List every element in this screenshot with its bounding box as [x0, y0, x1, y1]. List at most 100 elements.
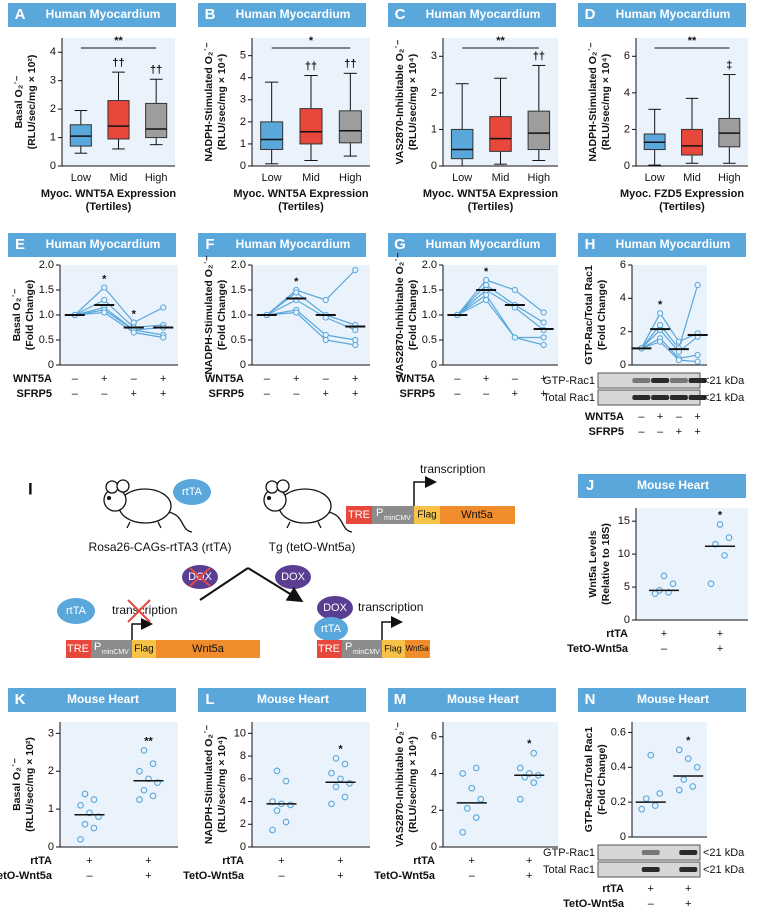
box: [489, 116, 512, 152]
x-axis-label: (Tertiles): [86, 201, 132, 213]
subject-line: [641, 340, 698, 363]
x-tick-label: Low: [71, 172, 91, 184]
data-point: [468, 784, 476, 792]
y-tick-label: 0: [50, 160, 56, 172]
data-point: [140, 786, 148, 794]
panel-header-text: Mouse Heart: [67, 692, 139, 706]
data-point: [136, 767, 143, 775]
x-tick-label: Low: [262, 172, 282, 184]
y-tick-label: 6: [624, 50, 630, 62]
condition-label: TetO-Wnt5a: [567, 643, 629, 655]
dox-molecule: [317, 596, 353, 620]
panel-header: [8, 233, 176, 257]
panel-header: [198, 233, 366, 257]
construct: [317, 616, 430, 658]
y-axis-label: NADPH-Stimulated O₂˙⁻: [587, 42, 599, 162]
subject-point: [483, 281, 490, 289]
y-tick-label: 0: [240, 160, 246, 172]
panel-header: [578, 233, 746, 257]
condition-sign: +: [526, 855, 532, 867]
data-point: [287, 801, 294, 809]
x-tick-label: High: [145, 172, 168, 184]
y-tick-label: 0: [624, 160, 630, 172]
y-axis-label: GTP-Rac/Total Rac1: [583, 265, 595, 365]
box: [299, 108, 323, 145]
data-point: [675, 746, 683, 754]
y-tick-label: 2: [240, 116, 246, 128]
condition-label: WNT5A: [13, 373, 52, 385]
y-tick-label: 6: [620, 259, 626, 271]
y-axis-label: (Fold Change): [24, 280, 36, 351]
significance-mark: ††: [533, 50, 545, 62]
panel-letter: I: [28, 479, 33, 498]
condition-sign: +: [145, 870, 151, 882]
blot-band: [688, 378, 707, 383]
y-tick-label: 4: [240, 72, 246, 84]
y-tick-label: 4: [624, 87, 630, 99]
data-point: [328, 769, 335, 777]
subject-point: [483, 291, 490, 299]
y-tick-label: 2.0: [231, 259, 246, 271]
construct-promoter: P: [345, 641, 352, 653]
y-tick-label: 2.0: [422, 259, 437, 271]
data-point: [721, 552, 728, 559]
y-tick-label: 0.4: [611, 761, 626, 773]
panel-letter: H: [585, 236, 596, 253]
y-tick-label: 2: [240, 818, 246, 830]
condition-sign: +: [512, 388, 518, 400]
y-tick-label: 2.0: [39, 259, 54, 271]
data-point: [716, 521, 724, 528]
subject-point: [322, 296, 329, 304]
y-axis-label: NADPH-Stimulated O₂˙⁻: [203, 42, 215, 162]
data-point: [341, 793, 349, 801]
blot-row-label: GTP-Rac1: [543, 375, 595, 387]
subject-point: [101, 284, 108, 291]
subject-point: [130, 319, 137, 326]
y-tick-label: 0: [620, 831, 626, 843]
x-axis-label: Myoc. FZD5 Expression: [620, 188, 744, 200]
condition-sign: +: [352, 388, 358, 400]
condition-sign: +: [685, 883, 691, 895]
condition-label: rtTA: [606, 628, 628, 640]
panel-header-text: Human Myocardium: [616, 237, 731, 251]
subject-point: [322, 336, 329, 344]
y-tick-label: 0.2: [611, 796, 626, 808]
data-point: [140, 747, 148, 754]
subject-line: [640, 329, 698, 353]
data-point: [273, 767, 281, 775]
subject-point: [657, 321, 664, 329]
y-tick-label: 0: [431, 359, 437, 371]
significance-mark: *: [718, 509, 723, 521]
blot-row-label: GTP-Rac1: [543, 847, 595, 859]
y-tick-label: 0: [624, 614, 630, 626]
condition-label: SFRP5: [589, 426, 624, 438]
data-point: [273, 807, 281, 814]
y-tick-label: 2: [48, 765, 54, 777]
subject-line: [74, 299, 164, 329]
subject-line: [266, 309, 356, 341]
significance-mark: ††: [344, 58, 356, 70]
data-point: [642, 795, 650, 803]
subject-point: [540, 319, 547, 326]
y-axis-label: (RLU/sec/mg × 10⁴): [216, 54, 228, 151]
panel-letter: E: [15, 236, 25, 253]
data-point: [472, 814, 480, 821]
x-tick-label: Mid: [683, 172, 701, 184]
blot-band: [651, 378, 670, 383]
data-point: [516, 764, 524, 772]
subject-point: [293, 309, 300, 316]
y-tick-label: 4: [620, 292, 626, 304]
y-tick-label: 2: [431, 804, 437, 816]
condition-sign: +: [160, 388, 166, 400]
significance-mark: ††: [150, 64, 162, 76]
subject-point: [101, 296, 108, 304]
blot-row-label: Total Rac1: [543, 864, 595, 876]
y-axis-label: (RLU/sec/mg × 10⁴): [600, 54, 612, 151]
y-tick-label: 1.5: [422, 284, 437, 296]
construct: [66, 618, 260, 658]
x-tick-label: High: [339, 172, 362, 184]
box: [145, 102, 168, 139]
construct-flag: Flag: [134, 644, 153, 655]
condition-label: TetO-Wnt5a: [183, 870, 245, 882]
mouse-label: Rosa26-CAGs-rtTA3 (rtTA): [89, 540, 232, 554]
